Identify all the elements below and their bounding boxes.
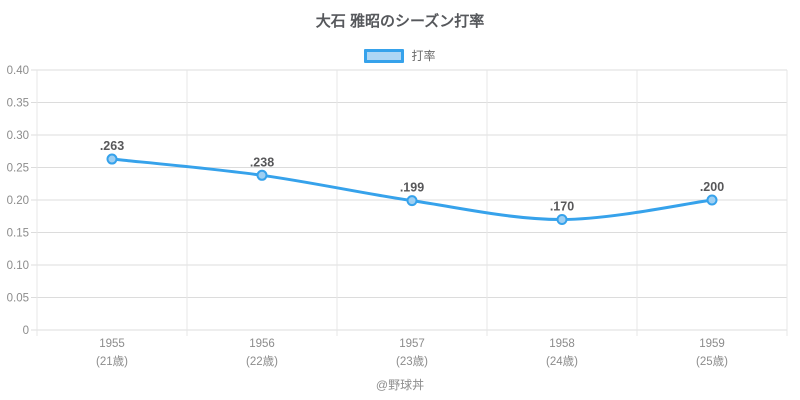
y-tick-label: 0 <box>23 325 29 337</box>
y-tick-label: 0.05 <box>7 293 29 305</box>
x-tick-year: 1957 <box>399 338 425 350</box>
y-tick-label: 0.30 <box>7 130 29 142</box>
data-point-label: .200 <box>700 180 724 194</box>
x-tick-age: (22歳) <box>246 355 278 368</box>
x-tick-age: (25歳) <box>696 355 728 368</box>
data-point-1955[interactable] <box>106 153 118 165</box>
x-tick-age: (24歳) <box>546 355 578 368</box>
x-tick-year: 1959 <box>699 338 725 350</box>
y-tick-label: 0.10 <box>7 260 29 272</box>
chart-title: 大石 雅昭のシーズン打率 <box>315 13 485 30</box>
data-point-label: .238 <box>250 155 274 169</box>
y-tick-label: 0.35 <box>7 98 29 110</box>
legend-label: 打率 <box>411 49 436 63</box>
data-point-label: .263 <box>100 139 124 153</box>
data-point-1956[interactable] <box>256 169 268 181</box>
legend-item-batting-average[interactable]: 打率 <box>0 47 800 64</box>
data-point-label: .199 <box>400 181 424 195</box>
x-tick-year: 1956 <box>249 338 275 350</box>
data-point-label: .170 <box>550 200 574 214</box>
y-tick-label: 0.25 <box>7 163 29 175</box>
x-tick-age: (23歳) <box>396 355 428 368</box>
y-tick-label: 0.20 <box>7 195 29 207</box>
x-tick-year: 1958 <box>549 338 575 350</box>
y-tick-label: 0.40 <box>7 65 29 77</box>
y-tick-label: 0.15 <box>7 228 29 240</box>
legend-swatch <box>364 48 405 63</box>
x-tick-year: 1955 <box>99 338 125 350</box>
x-tick-age: (21歳) <box>96 355 128 368</box>
data-point-1959[interactable] <box>706 194 718 206</box>
data-point-1958[interactable] <box>556 214 568 225</box>
credit-text: @野球丼 <box>375 378 425 392</box>
data-point-1957[interactable] <box>406 195 418 207</box>
